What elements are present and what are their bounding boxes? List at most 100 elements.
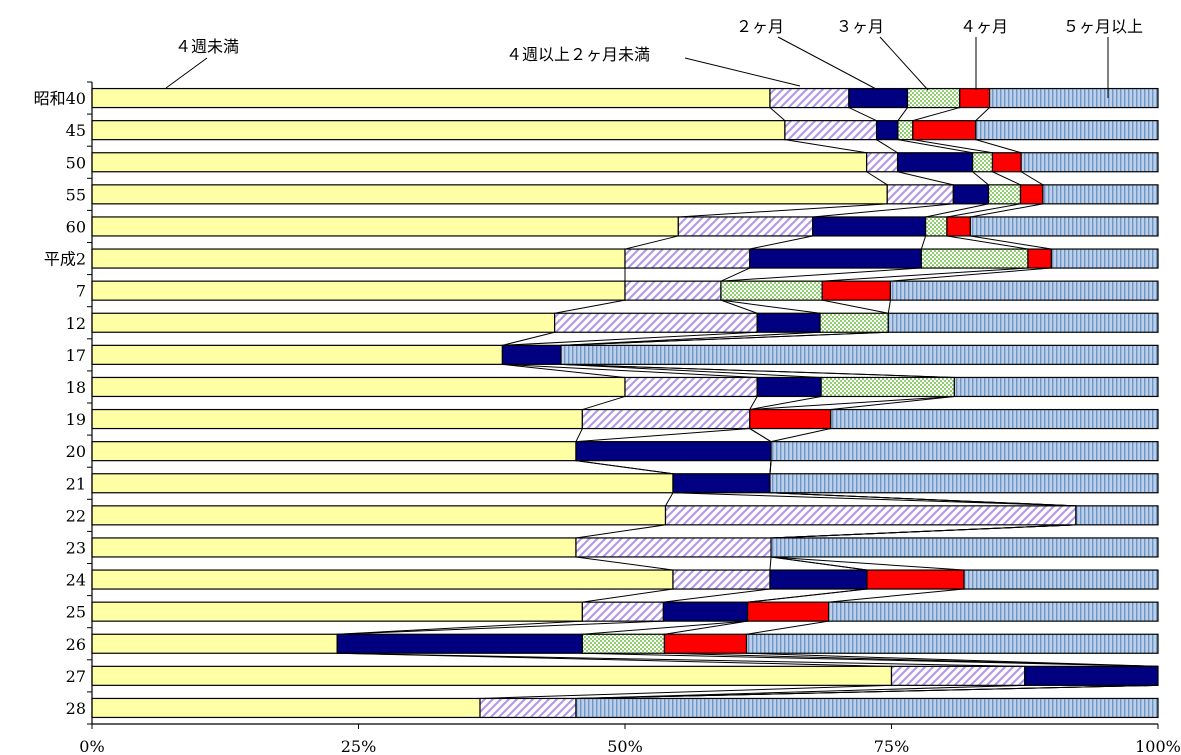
series-line	[678, 203, 888, 218]
series-line	[502, 331, 555, 346]
bar-segment	[663, 633, 748, 654]
x-tick-label: 25%	[341, 737, 377, 755]
series-line	[822, 299, 889, 314]
series-line	[575, 428, 583, 442]
series-line	[575, 460, 674, 475]
series-line	[337, 620, 664, 635]
x-tick-labels: 0% 25% 50% 75% 100%	[79, 737, 1181, 755]
series-connector-lines	[337, 107, 1159, 699]
series-line	[664, 620, 748, 635]
series-line	[912, 139, 993, 154]
bar-segment	[749, 248, 922, 269]
series-line	[897, 139, 973, 154]
series-line	[337, 652, 1025, 667]
bar-segment	[953, 376, 1159, 398]
series-line	[502, 363, 758, 378]
category-label: 12	[66, 314, 86, 333]
series-line	[887, 300, 891, 314]
bar-segment	[91, 473, 674, 494]
bar-segment	[91, 601, 583, 622]
series-line	[480, 684, 892, 699]
series-line	[582, 588, 674, 603]
bar-segment	[1024, 665, 1159, 686]
series-line	[769, 556, 772, 571]
bar-segment	[575, 537, 772, 558]
category-label: 21	[66, 474, 86, 493]
bar-segment	[887, 312, 1159, 333]
series-line	[561, 363, 955, 378]
category-label: 60	[66, 217, 86, 236]
series-line	[720, 299, 821, 314]
bar-segment	[1027, 248, 1052, 269]
series-line	[770, 556, 868, 571]
series-line	[866, 171, 888, 186]
category-label: 7	[76, 282, 86, 301]
legend-label: ５ヶ月以上	[1063, 17, 1143, 36]
bar-segment	[91, 152, 868, 173]
legend-label: ４ヶ月	[960, 17, 1008, 36]
category-label: 25	[66, 603, 86, 622]
series-line	[502, 363, 626, 378]
series-line	[624, 235, 679, 250]
series-line	[337, 620, 583, 635]
series-line	[992, 171, 1021, 186]
bar-segment	[819, 312, 889, 333]
legend-leader-line	[777, 36, 879, 91]
bar-segment	[1020, 152, 1159, 173]
bar-segment	[91, 184, 888, 205]
category-label: 平成2	[44, 250, 86, 269]
bar-segment	[770, 537, 1159, 558]
bar-segment	[972, 152, 994, 173]
bar-segment	[575, 441, 772, 462]
category-label: 23	[66, 538, 86, 557]
bar-segment	[969, 216, 1159, 237]
series-line	[749, 395, 955, 411]
bar-segment	[720, 280, 823, 301]
series-line	[897, 171, 954, 186]
bar-segment	[91, 569, 674, 590]
bar-segment	[812, 216, 927, 237]
series-line	[912, 107, 960, 122]
bar-segment	[828, 601, 1159, 622]
bar-segment	[91, 505, 667, 526]
series-line	[876, 139, 898, 154]
bar-segment	[820, 376, 955, 398]
bar-segment	[756, 312, 821, 333]
legend-label: ４週以上２ヶ月未満	[506, 45, 650, 64]
bar-segment	[756, 376, 822, 398]
bar-segment	[1019, 184, 1044, 205]
bar-segment	[91, 441, 577, 462]
bar-segment	[769, 569, 868, 590]
bar-segment	[875, 120, 899, 141]
bar-segment	[677, 216, 814, 237]
series-line	[554, 299, 626, 314]
series-line	[812, 203, 954, 218]
series-line	[582, 620, 748, 635]
category-label: 55	[66, 185, 86, 204]
bar-segment	[91, 376, 626, 398]
bar-segment	[560, 344, 1159, 365]
series-line	[502, 331, 758, 346]
legend-leader-line	[879, 36, 929, 91]
series-line	[720, 267, 750, 282]
category-label: 17	[66, 346, 86, 365]
series-line	[1020, 171, 1044, 186]
series-line	[975, 107, 990, 122]
legend-label: ３ヶ月	[836, 17, 884, 36]
series-line	[582, 395, 626, 411]
category-label: 昭和40	[34, 89, 86, 108]
series-line	[575, 428, 750, 443]
series-line	[848, 107, 877, 122]
x-tick-label: 0%	[79, 737, 104, 755]
bar-segment	[749, 408, 832, 430]
bar-segment	[889, 280, 1159, 301]
bar-segment	[770, 441, 1159, 462]
x-tick-label: 75%	[874, 737, 910, 755]
series-line	[920, 235, 927, 250]
bar-segment	[746, 601, 830, 622]
bar-segment	[1050, 248, 1159, 269]
bar-segment	[672, 569, 771, 590]
series-line	[746, 652, 1159, 667]
series-line	[769, 107, 786, 122]
category-label: 50	[66, 153, 86, 172]
